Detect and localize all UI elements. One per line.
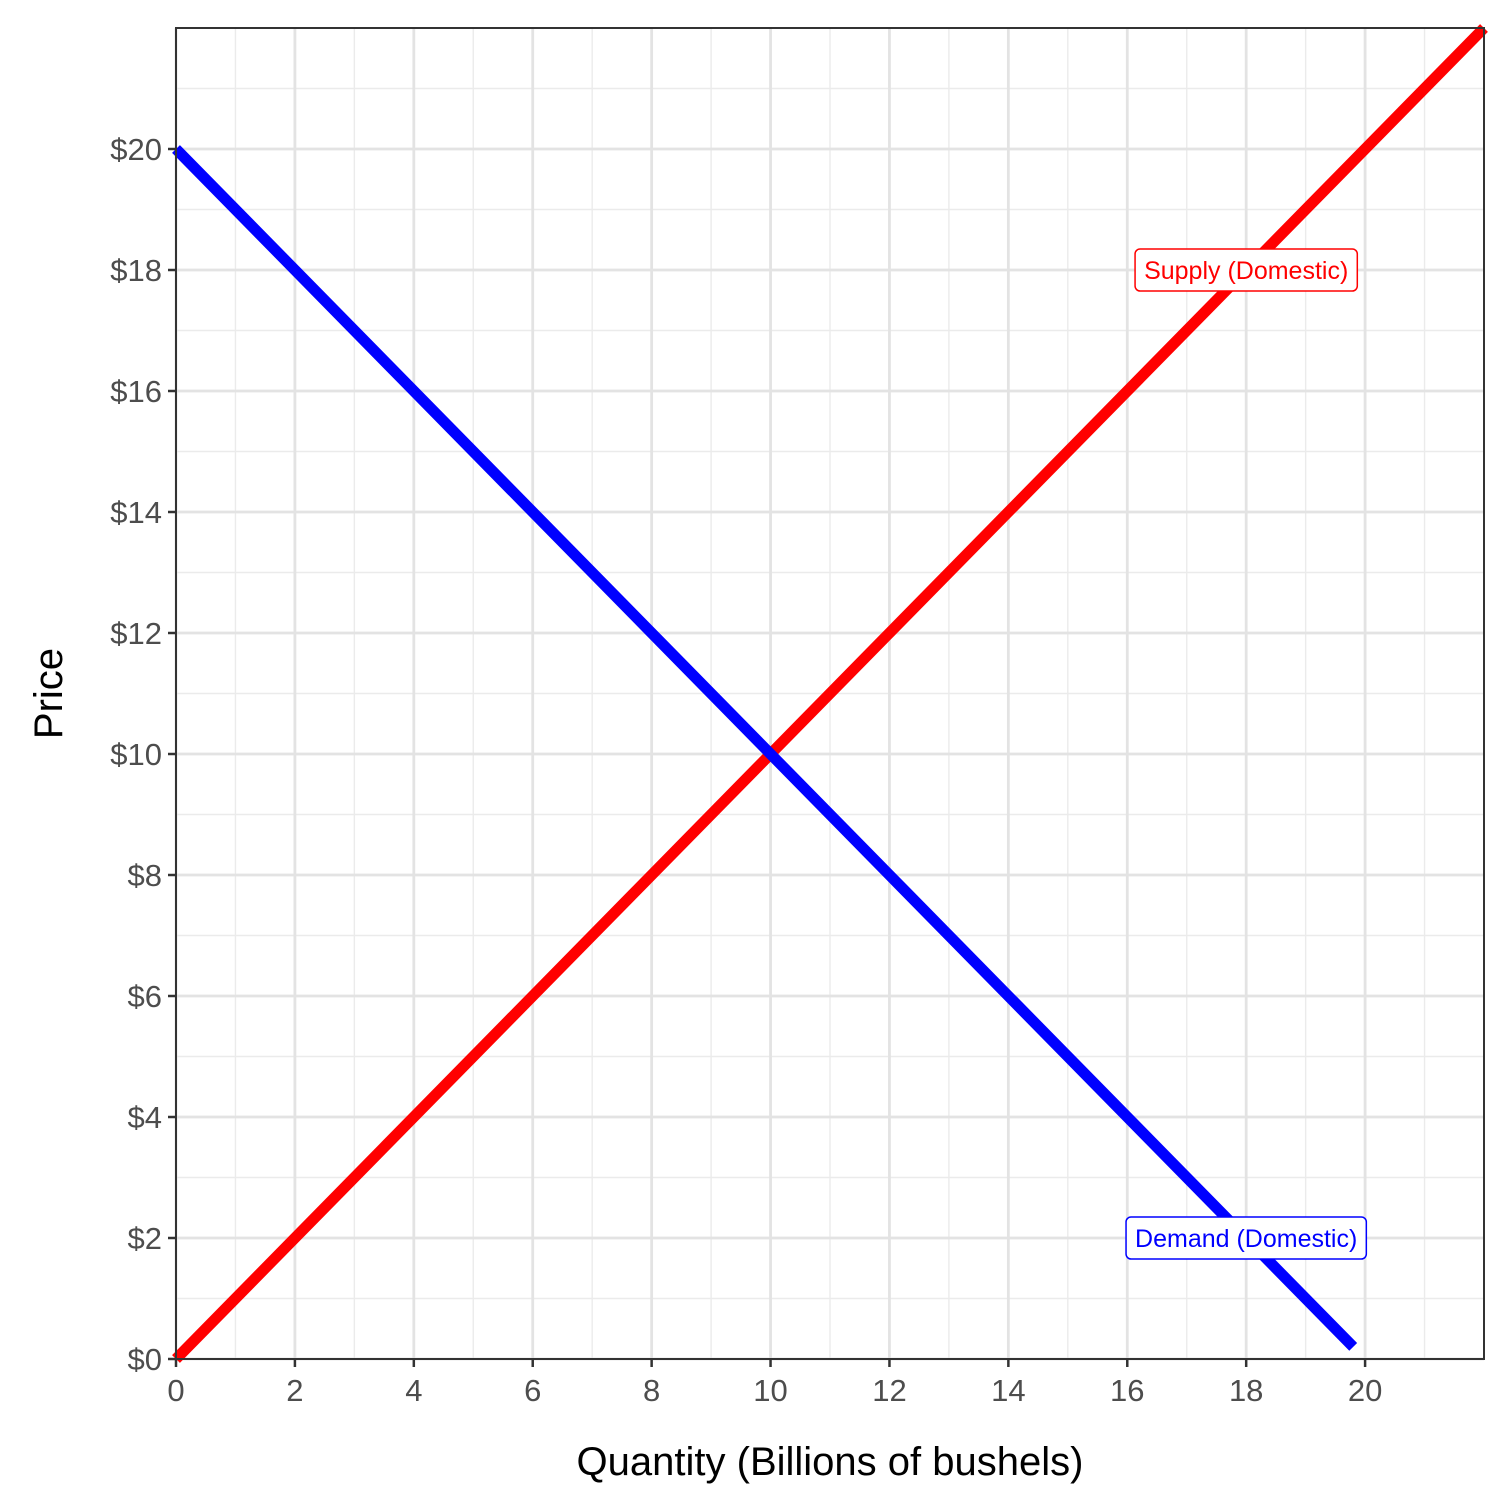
y-tick-label: $0 (128, 1342, 162, 1377)
y-tick-label: $18 (110, 253, 162, 288)
x-tick-label: 10 (753, 1373, 787, 1408)
y-tick-label: $14 (110, 495, 162, 530)
curve-label-box: Supply (Domestic) (1134, 248, 1359, 292)
curve-labels: Supply (Domestic) Demand (Domestic) (1125, 248, 1368, 1260)
y-tick-label: $2 (128, 1221, 162, 1256)
y-axis-ticks: $0 $2 $4 $6 $8 $10 $12 $14 $16 $18 $20 (110, 132, 176, 1377)
curve-label-text: Demand (Domestic) (1135, 1225, 1357, 1253)
x-tick-label: 2 (286, 1373, 303, 1408)
curve-label-frame (1125, 1216, 1368, 1260)
x-tick-label: 14 (991, 1373, 1025, 1408)
y-tick-label: $20 (110, 132, 162, 167)
plot-panel-border (175, 27, 1485, 1360)
curve-label-text: Supply (Domestic) (1144, 257, 1348, 285)
x-axis-ticks: 0 2 4 6 8 10 12 14 16 18 20 (167, 1359, 1382, 1408)
y-tick-label: $16 (110, 374, 162, 409)
x-tick-label: 4 (405, 1373, 422, 1408)
x-tick-label: 8 (643, 1373, 660, 1408)
x-tick-label: 0 (167, 1373, 184, 1408)
y-axis-title: Price (27, 648, 71, 739)
y-tick-label: $12 (110, 616, 162, 651)
x-tick-label: 6 (524, 1373, 541, 1408)
curve-label-box: Demand (Domestic) (1125, 1216, 1368, 1260)
y-tick-label: $10 (110, 737, 162, 772)
curve-label-frame (1134, 248, 1359, 292)
series-line-demand-domestic (172, 145, 1358, 1351)
x-axis-title: Quantity (Billions of bushels) (577, 1440, 1084, 1484)
y-tick-label: $8 (128, 858, 162, 893)
x-tick-label: 16 (1110, 1373, 1144, 1408)
x-tick-label: 20 (1348, 1373, 1382, 1408)
x-tick-label: 18 (1229, 1373, 1263, 1408)
y-tick-label: $6 (128, 979, 162, 1014)
y-tick-label: $4 (128, 1100, 162, 1135)
x-tick-label: 12 (872, 1373, 906, 1408)
